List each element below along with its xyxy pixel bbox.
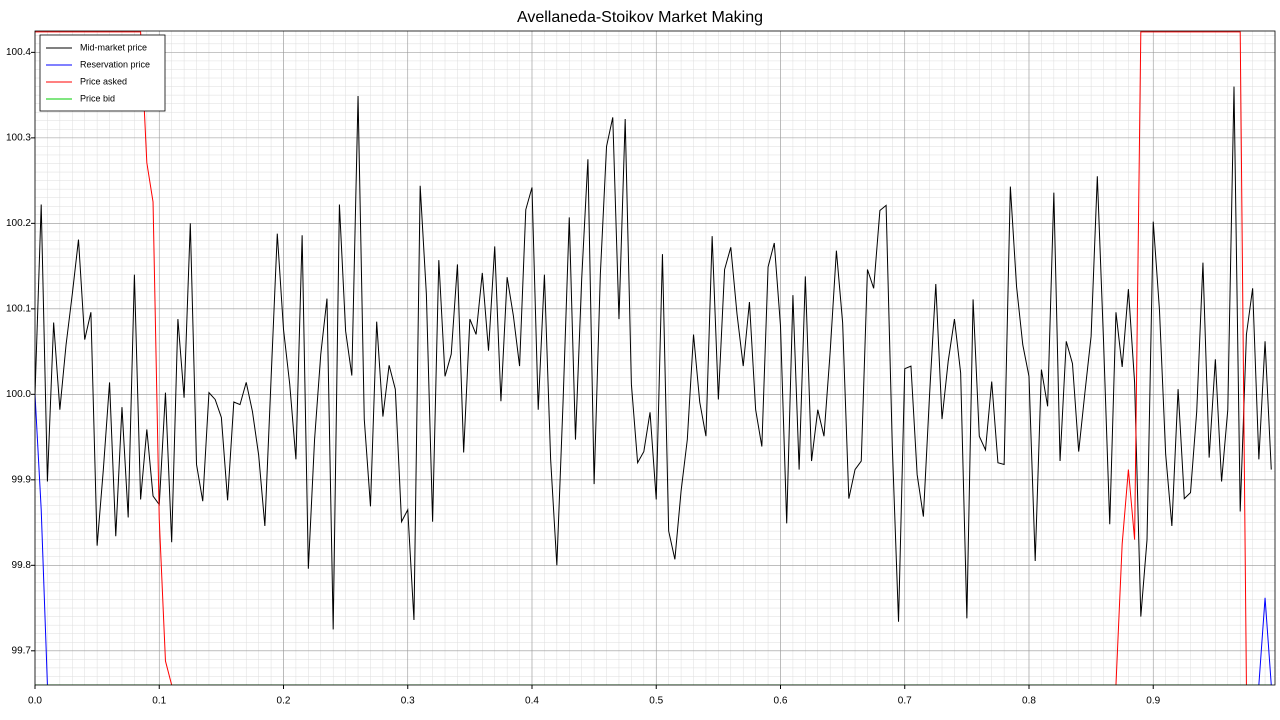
grid	[31, 31, 1275, 689]
x-tick-label: 0.6	[774, 696, 788, 707]
x-tick-label: 0.2	[277, 696, 291, 707]
plot-lines	[35, 31, 1272, 685]
x-tick-label: 0.7	[898, 696, 912, 707]
y-tick-label: 99.8	[12, 560, 32, 571]
x-tick-label: 0.5	[649, 696, 663, 707]
y-tick-label: 99.9	[12, 474, 32, 485]
y-tick-label: 100.0	[6, 389, 31, 400]
series-line	[35, 394, 1272, 685]
legend: Mid-market price Reservation price Price a…	[39, 34, 166, 112]
legend-label: Price bid	[80, 93, 115, 103]
legend-label: Reservation price	[80, 59, 150, 69]
series-line	[35, 31, 1247, 685]
legend-label: Mid-market price	[80, 42, 147, 52]
x-tick-label: 0.9	[1146, 696, 1160, 707]
y-tick-label: 100.4	[6, 47, 31, 58]
x-tick-label: 0.3	[401, 696, 415, 707]
y-tick-label: 100.3	[6, 133, 31, 144]
plot-frame	[34, 30, 1276, 686]
x-tick-label: 0.0	[28, 696, 42, 707]
x-tick-label: 0.8	[1022, 696, 1036, 707]
chart-title: Avellaneda-Stoikov Market Making	[517, 9, 763, 26]
y-tick-label: 99.7	[12, 645, 32, 656]
series-line	[35, 86, 1272, 630]
legend-label: Price asked	[80, 76, 127, 86]
y-tick-label: 100.2	[6, 218, 31, 229]
y-tick-label: 100.1	[6, 303, 31, 314]
x-tick-label: 0.1	[152, 696, 166, 707]
x-tick-label: 0.4	[525, 696, 539, 707]
